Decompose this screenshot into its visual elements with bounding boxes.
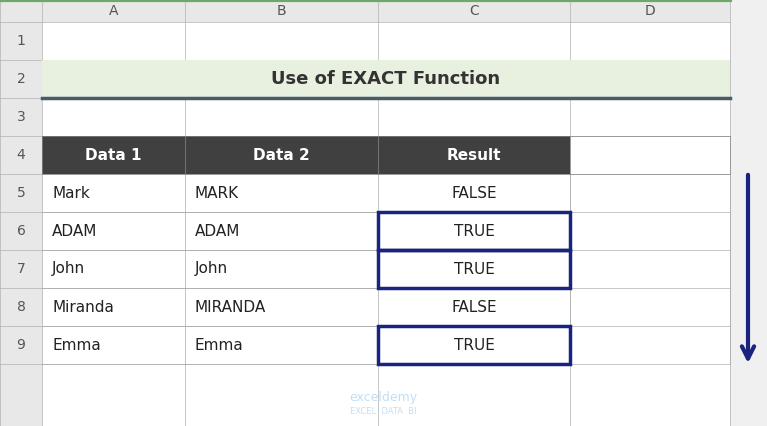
Bar xyxy=(185,326,378,364)
Bar xyxy=(378,136,570,174)
Text: 3: 3 xyxy=(17,110,25,124)
Text: A: A xyxy=(109,4,118,18)
Text: 7: 7 xyxy=(17,262,25,276)
Text: Emma: Emma xyxy=(195,337,244,352)
Text: 1: 1 xyxy=(17,34,25,48)
Text: Mark: Mark xyxy=(52,185,90,201)
Text: ADAM: ADAM xyxy=(52,224,97,239)
Text: MIRANDA: MIRANDA xyxy=(195,299,266,314)
Bar xyxy=(42,288,185,326)
Bar xyxy=(42,326,185,364)
Text: exceldemy: exceldemy xyxy=(349,391,417,405)
Text: Miranda: Miranda xyxy=(52,299,114,314)
Bar xyxy=(185,174,378,212)
Text: 8: 8 xyxy=(17,300,25,314)
Text: FALSE: FALSE xyxy=(451,185,497,201)
Bar xyxy=(185,250,378,288)
Bar xyxy=(378,326,570,364)
Text: Result: Result xyxy=(446,147,502,162)
Bar xyxy=(42,212,185,250)
Text: Data 2: Data 2 xyxy=(253,147,310,162)
Text: John: John xyxy=(195,262,228,276)
Text: B: B xyxy=(277,4,286,18)
Bar xyxy=(378,174,570,212)
Text: MARK: MARK xyxy=(195,185,239,201)
Text: C: C xyxy=(469,4,479,18)
Text: 6: 6 xyxy=(17,224,25,238)
Bar xyxy=(378,212,570,250)
Bar xyxy=(378,288,570,326)
Bar xyxy=(42,136,185,174)
Text: John: John xyxy=(52,262,85,276)
Bar xyxy=(0,0,730,22)
Text: 5: 5 xyxy=(17,186,25,200)
Bar xyxy=(42,60,730,98)
Bar xyxy=(378,250,570,288)
Bar xyxy=(185,212,378,250)
Bar xyxy=(0,0,42,426)
Text: 2: 2 xyxy=(17,72,25,86)
Text: TRUE: TRUE xyxy=(453,224,495,239)
Text: EXCEL  DATA  BI: EXCEL DATA BI xyxy=(350,406,416,415)
Bar xyxy=(185,288,378,326)
Text: Use of EXACT Function: Use of EXACT Function xyxy=(272,70,501,88)
Text: TRUE: TRUE xyxy=(453,337,495,352)
Text: 4: 4 xyxy=(17,148,25,162)
Bar xyxy=(185,136,378,174)
Text: Emma: Emma xyxy=(52,337,100,352)
Bar xyxy=(378,212,570,250)
Text: D: D xyxy=(644,4,655,18)
Bar xyxy=(378,250,570,288)
Text: 9: 9 xyxy=(17,338,25,352)
Text: ADAM: ADAM xyxy=(195,224,240,239)
Text: TRUE: TRUE xyxy=(453,262,495,276)
Text: Data 1: Data 1 xyxy=(85,147,142,162)
Bar xyxy=(378,326,570,364)
Bar xyxy=(42,250,185,288)
Bar xyxy=(42,174,185,212)
Text: FALSE: FALSE xyxy=(451,299,497,314)
